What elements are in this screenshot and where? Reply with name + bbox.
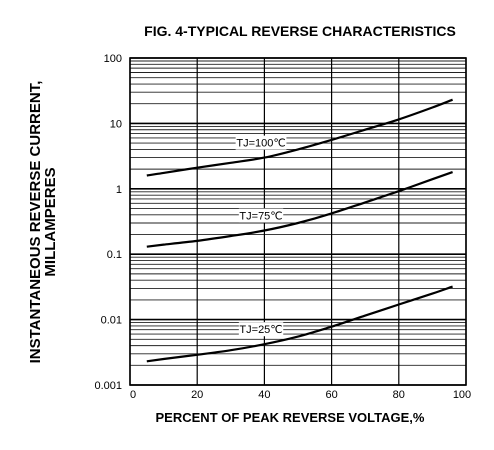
y-tick-label: 0.1 (107, 249, 122, 261)
x-tick-label: 60 (325, 389, 337, 401)
axis-ticks: 0.001 0.01 0.1 1 10 100 0 20 40 60 80 100 (94, 53, 471, 401)
series-label-2: TJ=25℃ (239, 324, 282, 336)
x-axis-label: PERCENT OF PEAK REVERSE VOLTAGE,% (156, 410, 425, 425)
series-label-0: TJ=100℃ (236, 138, 285, 150)
chart-title: FIG. 4-TYPICAL REVERSE CHARACTERISTICS (144, 23, 456, 39)
series-label-1: TJ=75℃ (239, 211, 282, 223)
chart-curves: TJ=100℃ TJ=75℃ TJ=25℃ (146, 98, 453, 363)
x-tick-label: 0 (130, 389, 136, 401)
y-axis-label-line2: MILLAMPERES (42, 167, 59, 276)
y-tick-label: 1 (116, 184, 122, 196)
series-label-bg (238, 208, 284, 223)
x-tick-label: 40 (258, 389, 270, 401)
series-line-0 (146, 98, 453, 177)
y-tick-label: 100 (104, 53, 122, 65)
chart-grid (129, 57, 467, 386)
y-axis-label-group: INSTANTANEOUS REVERSE CURRENT, MILLAMPER… (27, 81, 59, 364)
y-tick-label: 0.01 (101, 315, 122, 327)
x-tick-label: 100 (453, 389, 471, 401)
y-tick-label: 0.001 (94, 380, 122, 392)
x-tick-label: 20 (191, 389, 203, 401)
y-tick-label: 10 (110, 118, 122, 130)
y-axis-label-line1: INSTANTANEOUS REVERSE CURRENT, (27, 81, 44, 364)
plot-frame (129, 57, 467, 386)
x-tick-label: 80 (393, 389, 405, 401)
series-label-bg (235, 135, 287, 150)
series-label-bg (238, 322, 284, 337)
series-line-2 (146, 285, 453, 363)
series-line-1 (146, 171, 453, 248)
